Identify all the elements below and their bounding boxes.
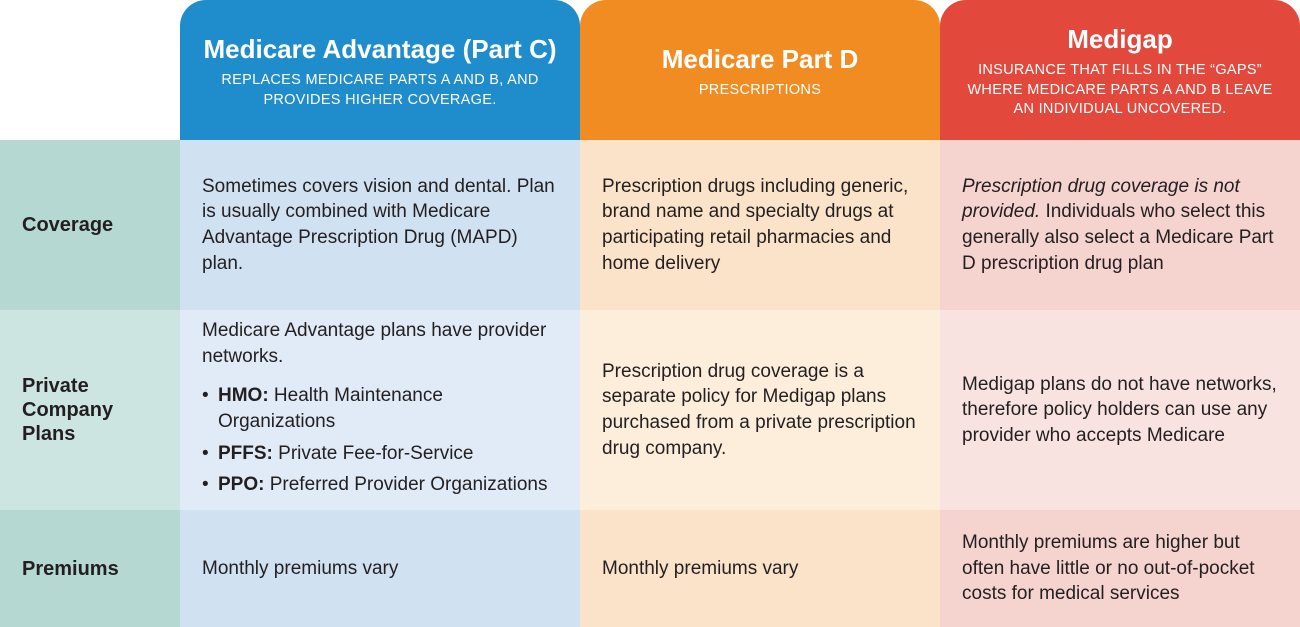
cell-text: Prescription drug coverage is a separate… [602,359,918,462]
bullet-term: PPO: [218,474,264,495]
cell-advantage-premiums: Monthly premiums vary [180,510,580,627]
cell-intro: Medicare Advantage plans have provider n… [202,318,558,369]
column-header-medigap: Medigap INSURANCE THAT FILLS IN THE “GAP… [940,0,1300,140]
row-label-plans: Private Company Plans [0,310,180,510]
column-title: Medigap [962,24,1278,55]
bullet-term: PFFS: [218,443,273,464]
cell-partd-premiums: Monthly premiums vary [580,510,940,627]
comparison-table: Medicare Advantage (Part C) REPLACES MED… [0,0,1300,627]
cell-text: Monthly premiums vary [602,556,918,582]
cell-advantage-coverage: Sometimes covers vision and dental. Plan… [180,140,580,310]
row-label-coverage: Coverage [0,140,180,310]
cell-text: Sometimes covers vision and dental. Plan… [202,174,558,277]
column-subtitle: INSURANCE THAT FILLS IN THE “GAPS” WHERE… [962,61,1278,120]
row-label-text: Private Company Plans [22,374,158,446]
column-header-partd: Medicare Part D PRESCRIPTIONS [580,0,940,140]
cell-text: Prescription drug coverage is not provid… [962,174,1278,277]
list-item: PPO: Preferred Provider Organizations [202,472,558,498]
cell-advantage-plans: Medicare Advantage plans have provider n… [180,310,580,510]
cell-partd-plans: Prescription drug coverage is a separate… [580,310,940,510]
cell-text: Monthly premiums vary [202,556,558,582]
column-title: Medicare Advantage (Part C) [202,34,558,65]
cell-bullets: HMO: Health Maintenance Organizations PF… [202,377,558,502]
cell-text: Monthly premiums are higher but often ha… [962,530,1278,607]
cell-text: Prescription drugs including generic, br… [602,174,918,277]
bullet-desc: Private Fee-for-Service [273,443,474,464]
row-label-premiums: Premiums [0,510,180,627]
bullet-term: HMO: [218,385,269,406]
column-subtitle: REPLACES MEDICARE PARTS A AND B, AND PRO… [202,71,558,110]
cell-partd-coverage: Prescription drugs including generic, br… [580,140,940,310]
cell-medigap-premiums: Monthly premiums are higher but often ha… [940,510,1300,627]
corner-blank [0,0,180,140]
list-item: HMO: Health Maintenance Organizations [202,383,558,434]
cell-medigap-coverage: Prescription drug coverage is not provid… [940,140,1300,310]
bullet-desc: Preferred Provider Organizations [264,474,547,495]
cell-medigap-plans: Medigap plans do not have networks, ther… [940,310,1300,510]
column-header-advantage: Medicare Advantage (Part C) REPLACES MED… [180,0,580,140]
row-label-text: Coverage [22,213,158,237]
column-subtitle: PRESCRIPTIONS [602,81,918,101]
list-item: PFFS: Private Fee-for-Service [202,441,558,467]
cell-text: Medigap plans do not have networks, ther… [962,372,1278,449]
column-title: Medicare Part D [602,44,918,75]
row-label-text: Premiums [22,557,158,581]
